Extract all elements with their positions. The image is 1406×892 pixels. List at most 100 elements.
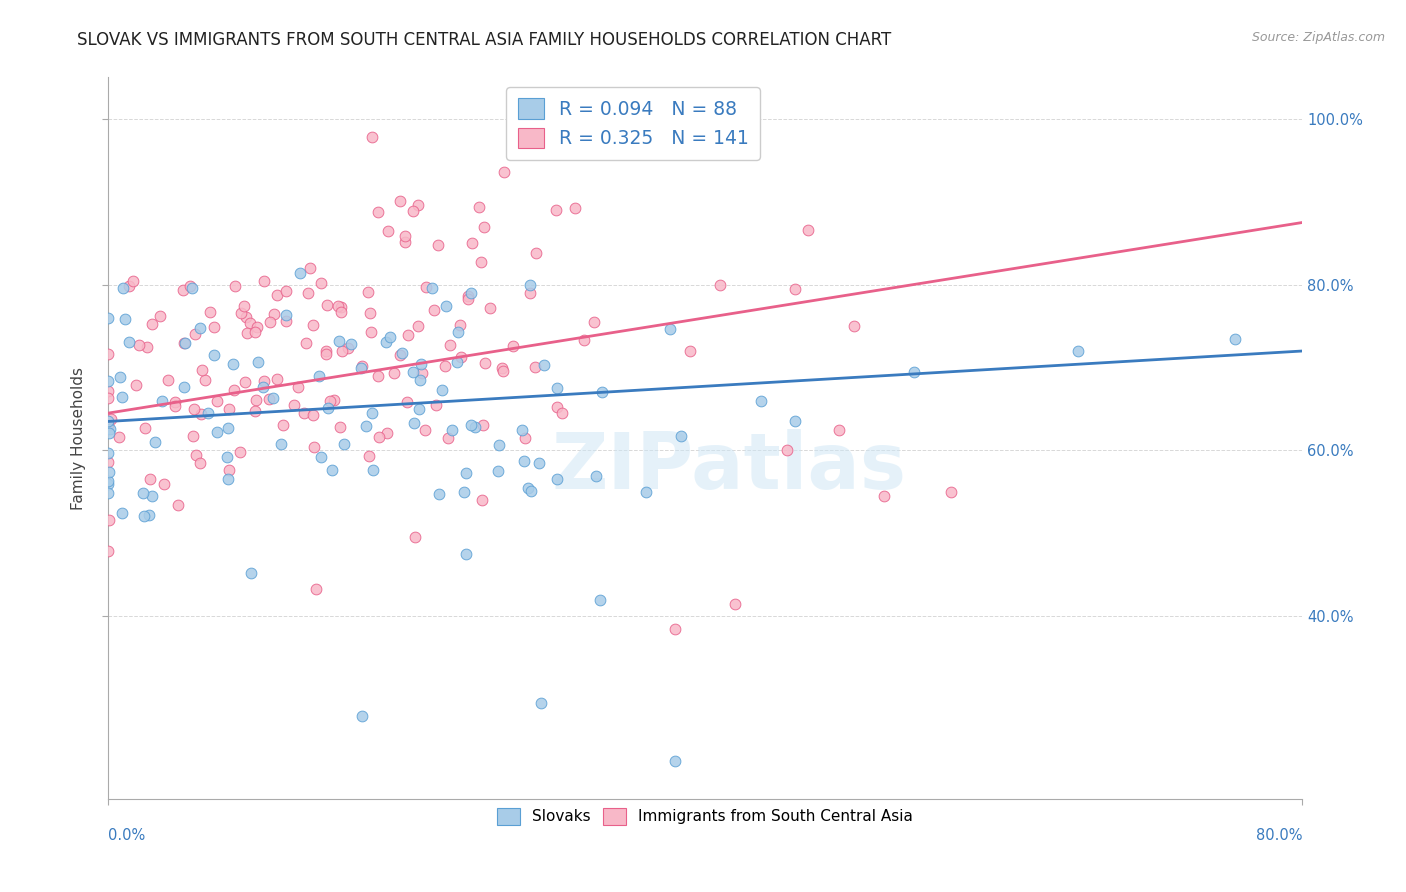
Point [402, 204, 425, 219]
Point [460, 417, 482, 432]
Point [236, 326, 259, 340]
Point [205, 394, 228, 409]
Point [375, 335, 398, 350]
Point [709, 277, 731, 292]
Point [128, 338, 150, 352]
Point [420, 281, 443, 295]
Point [330, 300, 353, 314]
Point [783, 415, 806, 429]
Point [404, 530, 426, 544]
Point [551, 406, 574, 420]
Point [326, 299, 349, 313]
Point [478, 301, 501, 316]
Point [679, 344, 702, 359]
Point [659, 322, 682, 336]
Point [181, 428, 204, 442]
Point [190, 456, 212, 470]
Point [319, 393, 342, 408]
Point [337, 341, 360, 355]
Point [245, 403, 267, 417]
Point [330, 343, 353, 358]
Point [360, 325, 382, 339]
Point [828, 423, 851, 437]
Point [139, 472, 162, 486]
Point [283, 398, 305, 412]
Point [1067, 344, 1090, 359]
Point [239, 566, 262, 580]
Point [408, 198, 430, 212]
Point [396, 394, 419, 409]
Point [121, 274, 143, 288]
Point [97, 311, 120, 326]
Point [436, 299, 458, 313]
Point [309, 276, 332, 290]
Point [136, 340, 159, 354]
Point [472, 220, 495, 235]
Point [533, 358, 555, 372]
Point [408, 402, 430, 417]
Point [333, 437, 356, 451]
Point [450, 351, 472, 365]
Point [454, 547, 477, 561]
Point [100, 412, 122, 426]
Point [108, 370, 131, 384]
Point [194, 373, 217, 387]
Point [97, 414, 120, 428]
Point [321, 463, 343, 477]
Point [406, 318, 429, 333]
Point [287, 380, 309, 394]
Point [297, 285, 319, 300]
Point [425, 398, 447, 412]
Point [359, 306, 381, 320]
Point [97, 544, 120, 558]
Point [572, 333, 595, 347]
Point [315, 298, 337, 312]
Point [368, 430, 391, 444]
Point [515, 431, 537, 445]
Point [380, 330, 402, 344]
Point [546, 381, 568, 395]
Text: SLOVAK VS IMMIGRANTS FROM SOUTH CENTRAL ASIA FAMILY HOUSEHOLDS CORRELATION CHART: SLOVAK VS IMMIGRANTS FROM SOUTH CENTRAL … [77, 31, 891, 49]
Point [402, 366, 425, 380]
Point [446, 355, 468, 369]
Point [486, 464, 509, 478]
Point [174, 336, 197, 351]
Point [165, 399, 187, 413]
Point [221, 357, 243, 371]
Point [224, 383, 246, 397]
Point [218, 463, 240, 477]
Point [591, 385, 613, 400]
Point [308, 368, 330, 383]
Y-axis label: Family Households: Family Households [72, 367, 86, 509]
Point [202, 319, 225, 334]
Point [396, 328, 419, 343]
Point [111, 390, 134, 404]
Point [233, 376, 256, 390]
Point [239, 316, 262, 330]
Point [166, 499, 188, 513]
Point [589, 592, 612, 607]
Point [470, 255, 492, 269]
Point [173, 380, 195, 394]
Point [294, 335, 316, 350]
Point [724, 597, 747, 611]
Point [157, 373, 180, 387]
Point [546, 401, 568, 415]
Point [360, 406, 382, 420]
Point [524, 246, 547, 260]
Point [97, 512, 120, 526]
Point [359, 449, 381, 463]
Point [246, 319, 269, 334]
Point [447, 325, 470, 339]
Text: ZIPatlas: ZIPatlas [551, 429, 907, 505]
Point [266, 288, 288, 302]
Point [97, 446, 120, 460]
Text: 80.0%: 80.0% [1256, 828, 1302, 843]
Point [181, 281, 204, 295]
Text: 0.0%: 0.0% [108, 828, 145, 843]
Point [253, 274, 276, 288]
Point [274, 309, 297, 323]
Point [263, 306, 285, 320]
Point [224, 279, 246, 293]
Point [519, 278, 541, 293]
